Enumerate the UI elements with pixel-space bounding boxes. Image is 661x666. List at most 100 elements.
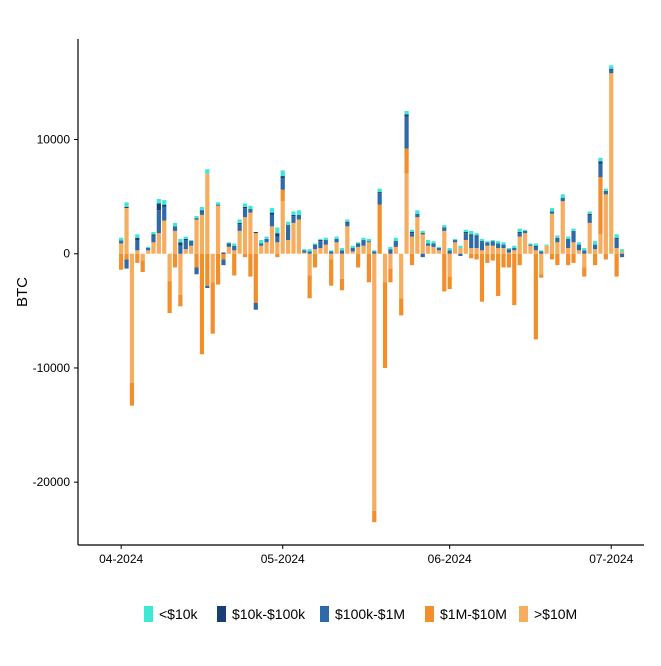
bar-segment [119,243,124,254]
bar-segment [539,274,544,278]
bar-segment [592,244,598,250]
bar-segment [183,240,188,250]
legend-swatch [519,606,528,622]
bar-segment [189,240,194,242]
bar-segment [522,229,528,231]
bar-segment [151,242,156,254]
bar-segment [431,241,436,244]
bar-segment [194,219,199,254]
bar-segment [619,251,625,254]
bar-segment [490,241,495,246]
bar-segment [242,253,248,258]
bar-segment [129,253,135,383]
bar-segment [124,208,129,254]
bar-segment [469,235,474,249]
bar-segment [372,250,377,252]
bar-segment [463,233,468,241]
bar-segment [232,243,237,246]
bar-segment [286,240,291,254]
bar-segment [458,253,463,257]
bar-segment [447,253,452,277]
bar-segment [528,245,533,254]
bar-segment [555,237,560,243]
legend-label: $100k-$1M [335,606,405,622]
x-tick-label: 05-2024 [261,552,305,566]
bar-segment [501,244,506,249]
bar-segment [582,267,587,277]
bar-segment [145,250,151,254]
bar-segment [145,246,151,249]
bar-segment [291,214,296,217]
bar-segment [296,219,301,254]
bar-segment [237,224,242,231]
legend: <$10k $10k-$100k $100k-$1M $1M-$10M >$10M [144,606,577,622]
bar-segment [307,253,312,276]
bar-segment [614,237,619,239]
bar-segment [232,250,237,254]
bar-segment [264,242,269,254]
bar-segment [312,253,318,268]
bar-segment [129,382,135,406]
bar-segment [178,242,183,246]
bar-segment [517,253,522,266]
bar-segment [598,177,603,235]
bar-segment [490,240,495,242]
bar-segment [614,234,619,238]
bar-segment [479,253,485,302]
bar-segment [248,205,253,210]
bar-segment [485,245,490,254]
bar-segment [291,222,296,254]
bar-segment [205,169,210,174]
bar-segment [587,213,592,215]
bar-segment [226,242,231,244]
bar-segment [479,241,485,243]
bar-segment [162,220,167,254]
bar-segment [382,282,388,368]
legend-label: >$10M [534,606,577,622]
bar-segment [598,163,603,178]
bar-segment [280,176,285,179]
bar-segment [533,253,538,340]
bar-segment [199,210,205,212]
bar-segment [533,246,538,251]
bar-segment [372,510,377,523]
ticks-layer: 10000 0 -10000 -20000 04-2024 05-2024 06-2024 0… [33,133,634,566]
bar-segment [145,248,151,251]
bar-segment [522,233,528,254]
bar-segment [286,225,291,227]
bar-segment [614,238,619,249]
bar-segment [603,188,608,191]
bar-segment [215,204,221,206]
bar-segment [232,253,237,276]
bar-segment [135,250,140,254]
bar-segment [549,253,555,260]
bar-segment [485,241,490,243]
legend-label: $10k-$100k [232,606,306,622]
bar-segment [280,170,285,177]
bar-segment [361,240,366,246]
bar-segment [280,178,285,190]
bar-segment [242,208,248,218]
bar-segment [194,216,199,219]
bar-segment [533,245,538,247]
bar-segment [566,236,571,239]
bar-segment [442,253,447,292]
bar-segment [555,235,560,238]
bar-segment [469,248,474,254]
bar-segment [366,253,371,283]
bar-segment [485,253,490,263]
bar-segment [162,204,167,207]
bar-segment [496,241,501,244]
bar-segment [592,253,598,266]
bar-segment [172,222,178,227]
bar-segment [619,249,625,252]
bar-segment [296,214,301,220]
bar-segment [479,250,485,254]
bar-segment [592,241,598,245]
bar-segment [275,242,280,254]
bar-segment [517,236,522,254]
bar-segment [474,233,479,236]
bar-segment [431,246,436,254]
bar-segment [388,249,393,254]
legend-swatch [217,606,226,622]
